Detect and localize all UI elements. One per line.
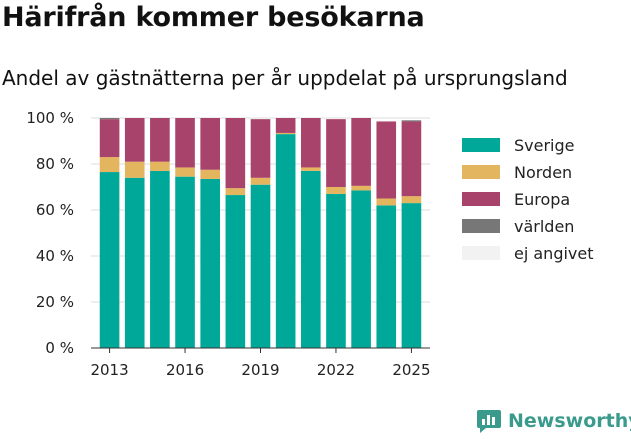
bar-segment-Norden-2021 xyxy=(300,167,321,171)
x-tick-label: 2016 xyxy=(166,361,204,379)
x-tick-label: 2019 xyxy=(241,361,279,379)
y-tick-label: 40 % xyxy=(36,247,74,265)
bar-segment-Europa-2016 xyxy=(175,118,195,168)
legend-swatch-Europa xyxy=(462,192,500,206)
x-tick-label: 2022 xyxy=(317,361,355,379)
chart-title: Härifrån kommer besökarna xyxy=(2,2,425,33)
bar-segment-Sverige-2013 xyxy=(99,172,120,348)
x-tick-label: 2025 xyxy=(392,361,430,379)
bar-segment-Sverige-2017 xyxy=(200,178,221,348)
y-tick-label: 20 % xyxy=(36,293,74,311)
bar-segment-Norden-2015 xyxy=(150,161,170,171)
y-tick-label: 100 % xyxy=(26,109,74,127)
bar-segment-Norden-2024 xyxy=(376,198,397,206)
bar-segment-Europa-2019 xyxy=(250,119,271,178)
bar-segment-Norden-2019 xyxy=(250,177,271,185)
bar-segment-Norden-2020 xyxy=(275,132,296,135)
bar-segment-Europa-2021 xyxy=(300,118,321,168)
bar-segment-Europa-2023 xyxy=(351,118,371,186)
bar-segment-Sverige-2023 xyxy=(351,190,371,348)
bar-segment-Europa-2017 xyxy=(200,118,221,170)
legend-swatch-Sverige xyxy=(462,138,500,152)
bar-segment-Europa-2024 xyxy=(376,121,397,199)
bar-segment-Sverige-2019 xyxy=(250,184,271,348)
bar-segment-Europa-2014 xyxy=(124,118,145,162)
bar-segment-Europa-2013 xyxy=(99,119,120,158)
bar-segment-Norden-2018 xyxy=(225,188,246,196)
bar-segment-Norden-2023 xyxy=(351,185,371,191)
legend-label-Norden: Norden xyxy=(514,163,572,182)
bar-segment-Norden-2014 xyxy=(124,161,145,178)
bar-segment-Europa-2015 xyxy=(150,118,170,162)
legend-swatch-Norden xyxy=(462,165,500,179)
legend-label-Sverige: Sverige xyxy=(514,136,575,155)
bar-segment-Sverige-2022 xyxy=(326,193,346,348)
chart-subtitle: Andel av gästnätterna per år uppdelat på… xyxy=(2,66,568,90)
bar-segment-Norden-2016 xyxy=(175,167,195,177)
y-tick-label: 80 % xyxy=(36,155,74,173)
bar-segment-Sverige-2020 xyxy=(275,134,296,348)
newsworthy-logo-icon xyxy=(477,410,501,433)
legend-swatch-ej-angivet xyxy=(462,246,500,260)
bar-segment-Sverige-2021 xyxy=(300,170,321,348)
bar-segment-Sverige-2016 xyxy=(175,176,195,348)
bar-segment-Norden-2022 xyxy=(326,187,346,194)
bar-segment-Norden-2025 xyxy=(401,196,422,204)
legend-label-Europa: Europa xyxy=(514,190,570,209)
y-tick-label: 60 % xyxy=(36,201,74,219)
bar-segment-Sverige-2014 xyxy=(124,177,145,348)
bar-segment-Sverige-2015 xyxy=(150,170,170,348)
bar-segment-världen-2013 xyxy=(99,118,120,120)
bar-segment-Norden-2017 xyxy=(200,169,221,179)
bar-segment-Sverige-2018 xyxy=(225,195,246,348)
y-tick-label: 0 % xyxy=(45,339,74,357)
legend-label-ej-angivet: ej angivet xyxy=(514,244,594,263)
legend-label-världen: världen xyxy=(514,217,574,236)
bar-segment-Europa-2022 xyxy=(326,119,346,187)
bar-segment-världen-2025 xyxy=(401,120,422,122)
newsworthy-logo: Newsworthy xyxy=(476,408,631,434)
bar-segment-Europa-2020 xyxy=(275,118,296,133)
bar-segment-Sverige-2024 xyxy=(376,205,397,348)
bar-segment-Sverige-2025 xyxy=(401,203,422,348)
legend-swatch-världen xyxy=(462,219,500,233)
brand-name: Newsworthy xyxy=(508,410,631,432)
bar-segment-Norden-2013 xyxy=(99,157,120,173)
bar-segment-Europa-2025 xyxy=(401,121,422,197)
x-tick-label: 2013 xyxy=(90,361,128,379)
bar-segment-Europa-2018 xyxy=(225,118,246,189)
